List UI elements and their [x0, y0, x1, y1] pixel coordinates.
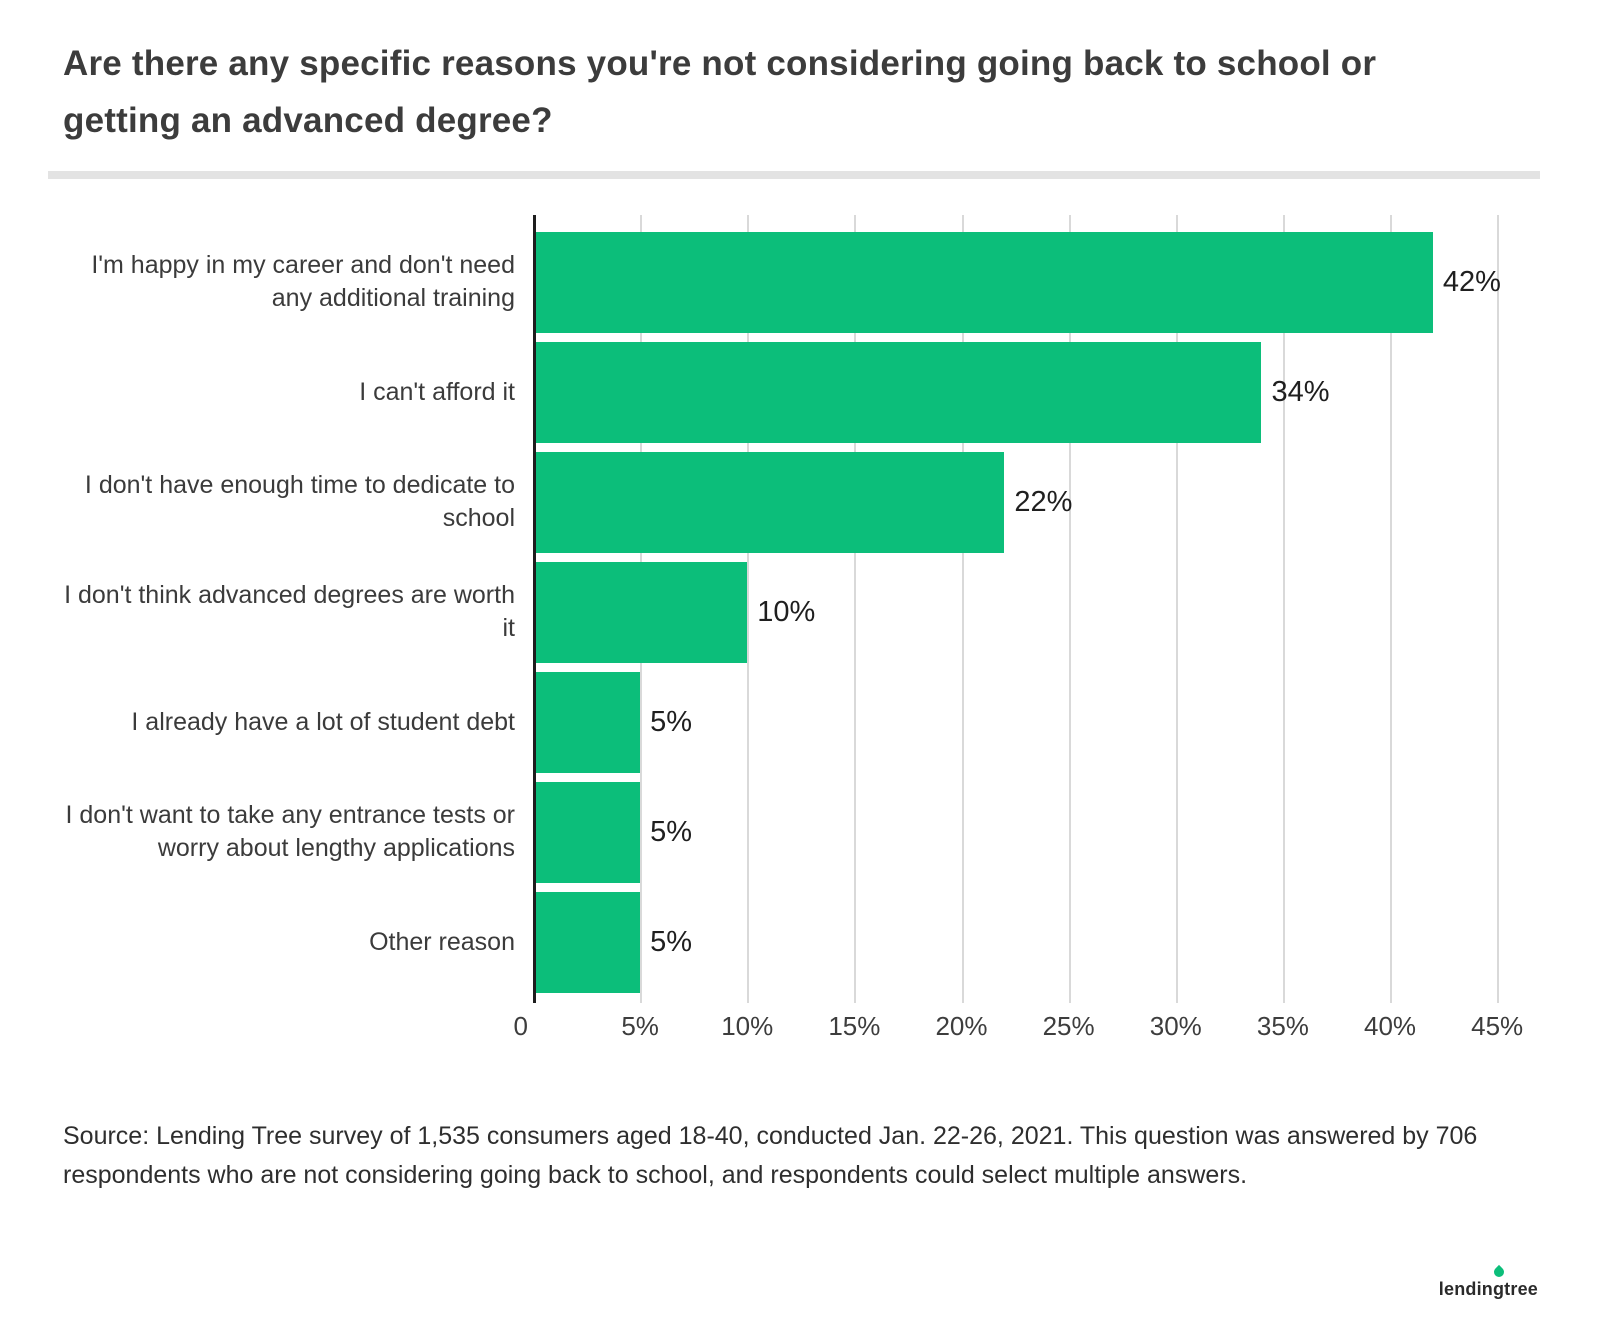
gridline: [1282, 215, 1285, 1004]
x-tick-label: 35%: [1256, 1011, 1309, 1042]
category-label: I don't want to take any entrance tests …: [65, 800, 515, 863]
plot-area: 42% 34% 22% 10% 5% 5%: [513, 215, 1540, 1055]
x-tick-label: 15%: [828, 1011, 881, 1042]
bar: [533, 341, 1262, 443]
x-tick-label: 10%: [721, 1011, 774, 1042]
value-label: 5%: [650, 925, 693, 958]
bar: [533, 561, 748, 663]
title-divider: [48, 171, 1540, 180]
bar-row: 5%: [533, 887, 1540, 997]
value-label: 22%: [1014, 485, 1073, 518]
value-label: 5%: [650, 815, 693, 848]
y-axis-line: [533, 215, 536, 1004]
gridline: [1068, 215, 1071, 1004]
value-label: 10%: [757, 595, 816, 628]
bar-row: 22%: [533, 447, 1540, 557]
x-tick-label: 25%: [1042, 1011, 1095, 1042]
bar-row: 10%: [533, 557, 1540, 667]
x-tick-label: 0: [513, 1011, 528, 1042]
x-tick-label: 45%: [1471, 1011, 1524, 1042]
source-note: Source: Lending Tree survey of 1,535 con…: [63, 1122, 1478, 1190]
category-labels-column: I'm happy in my career and don't need an…: [63, 227, 533, 1055]
gridline: [1390, 215, 1393, 1004]
gridline: [747, 215, 750, 1004]
category-label: I don't have enough time to dedicate to …: [84, 470, 515, 533]
gridline: [1497, 215, 1500, 1004]
x-tick-label: 5%: [621, 1011, 659, 1042]
value-label: 5%: [650, 705, 693, 738]
x-tick-label: 40%: [1363, 1011, 1417, 1042]
x-tick-label: 30%: [1149, 1011, 1202, 1042]
gridline: [854, 215, 857, 1004]
x-axis-ticks: 0 5% 10% 15% 20% 25% 30% 35% 40% 45%: [513, 997, 1540, 1055]
lendingtree-leaf-icon: [1491, 1264, 1507, 1280]
lendingtree-logo-text: lendingtree: [1438, 1279, 1538, 1299]
category-label: I'm happy in my career and don't need an…: [91, 250, 515, 313]
x-tick-label: 20%: [935, 1011, 988, 1042]
lendingtree-logo: lendingtree: [1438, 1264, 1538, 1300]
bar-row: 42%: [533, 227, 1540, 337]
value-label: 34%: [1271, 375, 1330, 408]
bar: [533, 231, 1433, 333]
gridline: [961, 215, 964, 1004]
bar-row: 34%: [533, 337, 1540, 447]
category-label: Other reason: [369, 927, 515, 956]
bar: [533, 671, 641, 773]
category-label: I don't think advanced degrees are worth…: [64, 580, 515, 643]
page: Are there any specific reasons you're no…: [48, 44, 1540, 1190]
bar-chart: I'm happy in my career and don't need an…: [63, 215, 1540, 1055]
value-label: 42%: [1442, 265, 1501, 298]
bar: [533, 781, 641, 883]
category-label: I already have a lot of student debt: [131, 707, 515, 736]
bar: [533, 451, 1005, 553]
gridline: [1175, 215, 1178, 1004]
bar-row: 5%: [533, 777, 1540, 887]
bar-row: 5%: [533, 667, 1540, 777]
category-label: I can't afford it: [359, 377, 515, 406]
bar: [533, 891, 641, 993]
chart-title: Are there any specific reasons you're no…: [63, 44, 1377, 140]
